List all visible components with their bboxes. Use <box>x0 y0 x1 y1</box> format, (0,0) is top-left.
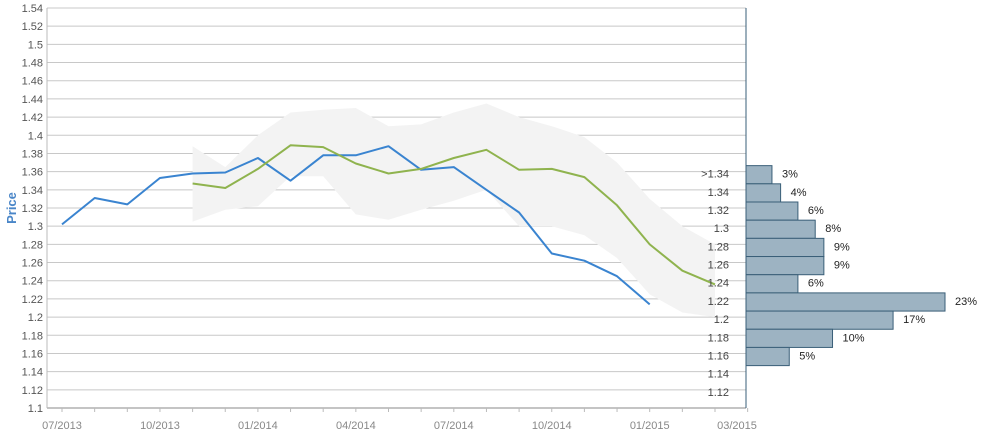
x-tick-label: 07/2013 <box>42 420 82 432</box>
distribution-bin-label: 1.18 <box>708 332 729 344</box>
distribution-bar <box>745 346 790 367</box>
distribution-bar <box>745 219 816 239</box>
forecast-band <box>192 103 716 318</box>
distribution-bar <box>745 292 946 312</box>
y-tick-label: 1.12 <box>22 385 43 397</box>
distribution-histogram: >1.34 3% 1.34 4% 1.32 6% 1.3 8% 1.28 9% 1.26 9% 1.24… <box>701 165 977 399</box>
x-tick-label: 10/2013 <box>140 420 180 432</box>
x-tick-label: 01/2015 <box>630 420 670 432</box>
distribution-bar <box>745 274 799 294</box>
distribution-bar <box>745 237 825 258</box>
x-tick-label: 03/2015 <box>717 420 757 432</box>
y-tick-label: 1.28 <box>22 239 43 251</box>
y-tick-label: 1.36 <box>22 167 43 179</box>
series-lines <box>61 144 716 306</box>
y-tick-label: 1.34 <box>22 185 43 197</box>
y-tick-label: 1.52 <box>22 21 43 33</box>
y-tick-label: 1.42 <box>22 112 43 124</box>
distribution-bin-label: 1.14 <box>708 369 729 381</box>
y-tick-label: 1.46 <box>22 76 43 88</box>
y-tick-label: 1.38 <box>22 148 43 160</box>
distribution-bin-label: >1.34 <box>701 169 729 181</box>
distribution-bar <box>745 256 825 276</box>
distribution-bin-label: 1.22 <box>708 296 729 308</box>
axes: 1.1 1.12 1.14 1.16 1.18 1.2 1.22 1.24 1.26 1.28 1.… <box>22 3 757 432</box>
y-tick-label: 1.54 <box>22 3 43 15</box>
distribution-bin-label: 1.28 <box>708 241 729 253</box>
blue-series-line <box>61 145 651 306</box>
forecast-range-area <box>192 103 716 318</box>
y-tick-label: 1.18 <box>22 330 43 342</box>
y-tick-label: 1.48 <box>22 58 43 70</box>
y-tick-label: 1.2 <box>28 312 43 324</box>
x-tick-label: 10/2014 <box>532 420 572 432</box>
distribution-percent-label: 8% <box>825 223 841 235</box>
distribution-bar <box>745 201 799 221</box>
y-tick-label: 1.3 <box>28 221 43 233</box>
y-tick-label: 1.14 <box>22 367 43 379</box>
y-tick-label: 1.1 <box>28 403 43 415</box>
distribution-bar <box>745 183 782 203</box>
y-axis-title: Price <box>4 192 19 224</box>
distribution-bin-label: 1.3 <box>714 223 729 235</box>
distribution-percent-label: 9% <box>834 241 850 253</box>
distribution-percent-label: 17% <box>903 314 925 326</box>
distribution-percent-label: 5% <box>799 350 815 362</box>
y-tick-label: 1.44 <box>22 94 43 106</box>
y-tick-label: 1.16 <box>22 348 43 360</box>
x-tick-label: 04/2014 <box>336 420 376 432</box>
y-tick-label: 1.5 <box>28 39 43 51</box>
distribution-bin-label: 1.24 <box>708 278 729 290</box>
y-tick-label: 1.26 <box>22 258 43 270</box>
x-tick-label: 07/2014 <box>434 420 474 432</box>
green-series-line <box>192 144 716 286</box>
distribution-bar <box>745 310 894 330</box>
distribution-bin-label: 1.12 <box>708 387 729 399</box>
distribution-bin-label: 1.34 <box>708 187 729 199</box>
distribution-percent-label: 10% <box>843 332 865 344</box>
distribution-bar <box>745 165 773 185</box>
distribution-percent-label: 9% <box>834 260 850 272</box>
distribution-percent-label: 6% <box>808 278 824 290</box>
distribution-bin-label: 1.26 <box>708 260 729 272</box>
y-tick-label: 1.4 <box>28 130 43 142</box>
y-tick-label: 1.22 <box>22 294 43 306</box>
distribution-bin-label: 1.16 <box>708 350 729 362</box>
distribution-bar <box>745 328 834 348</box>
distribution-percent-label: 4% <box>791 187 807 199</box>
y-tick-label: 1.24 <box>22 276 43 288</box>
distribution-percent-label: 23% <box>955 296 977 308</box>
distribution-bin-label: 1.32 <box>708 205 729 217</box>
distribution-percent-label: 6% <box>808 205 824 217</box>
x-tick-label: 01/2014 <box>238 420 278 432</box>
distribution-percent-label: 3% <box>782 169 798 181</box>
y-tick-label: 1.32 <box>22 203 43 215</box>
distribution-bin-label: 1.2 <box>714 314 729 326</box>
